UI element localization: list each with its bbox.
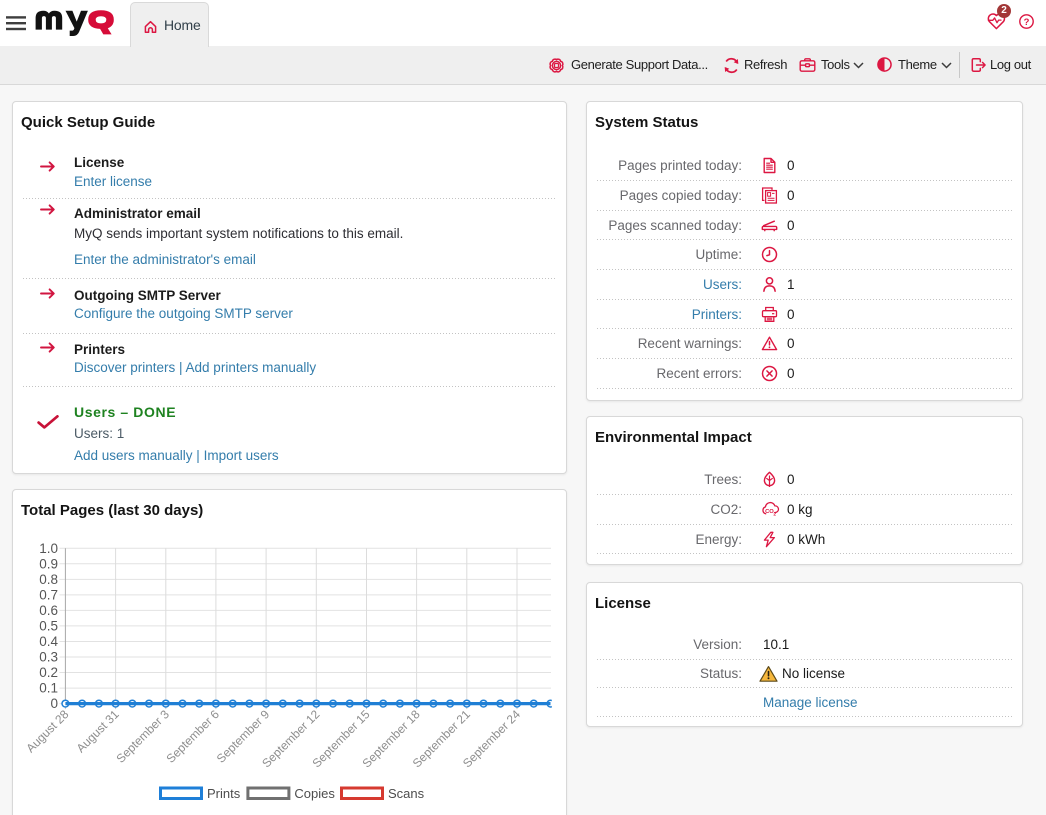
svg-text:0.4: 0.4 (39, 634, 58, 649)
svg-text:August 31: August 31 (74, 707, 122, 755)
svg-text:0: 0 (50, 696, 58, 711)
svg-text:0.6: 0.6 (39, 603, 58, 618)
svg-text:0.7: 0.7 (39, 587, 58, 602)
svg-text:0.5: 0.5 (39, 618, 58, 633)
svg-text:Copies: Copies (294, 786, 335, 801)
svg-text:CO: CO (765, 509, 774, 515)
svg-text:0.9: 0.9 (39, 556, 58, 571)
svg-text:2: 2 (773, 512, 776, 518)
svg-text:0.8: 0.8 (39, 572, 58, 587)
svg-text:0.1: 0.1 (39, 681, 58, 696)
svg-text:August 28: August 28 (23, 707, 71, 755)
svg-text:1.0: 1.0 (39, 541, 58, 556)
svg-text:?: ? (1024, 17, 1030, 28)
svg-text:Prints: Prints (207, 786, 241, 801)
svg-text:0.3: 0.3 (39, 650, 58, 665)
svg-text:Scans: Scans (388, 786, 425, 801)
svg-text:0.2: 0.2 (39, 665, 58, 680)
